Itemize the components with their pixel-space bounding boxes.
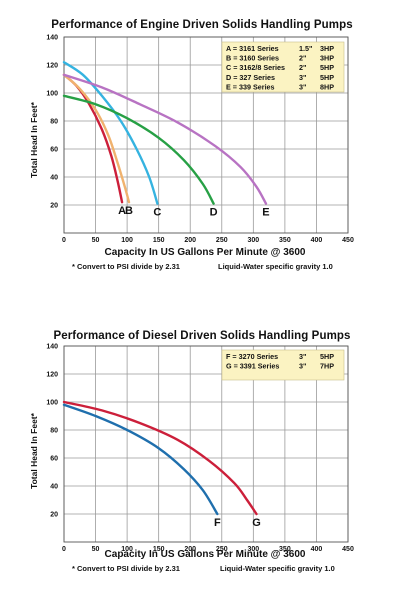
curve-label-g: G: [252, 517, 261, 529]
y-tick-label: 100: [46, 400, 58, 407]
series-line-c: [62, 61, 159, 205]
x-tick-label: 300: [247, 546, 259, 553]
legend-entry-name: F = 3270 Series: [226, 352, 278, 361]
footnote-psi: * Convert to PSI divide by 2.31: [72, 262, 180, 271]
x-tick-label: 50: [92, 546, 100, 553]
legend-entry-size: 2": [299, 54, 306, 63]
y-tick-label: 120: [46, 372, 58, 379]
x-tick-label: 50: [92, 237, 100, 244]
legend-entry-hp: 3HP: [320, 54, 334, 63]
legend-entry-name: A = 3161 Series: [226, 44, 279, 53]
x-tick-label: 350: [279, 237, 291, 244]
legend-entry-name: D = 327 Series: [226, 73, 275, 82]
curve-label-e: E: [262, 207, 269, 219]
legend-entry-name: C = 3162/8 Series: [226, 63, 285, 72]
curve-label-b: B: [125, 205, 133, 217]
x-axis-label: Capacity In US Gallons Per Minute @ 3600: [104, 549, 306, 560]
legend-entry-size: 2": [299, 63, 306, 72]
diesel-pump-chart-panel: Performance of Diesel Driven Solids Hand…: [0, 318, 404, 600]
legend-entry-size: 1.5": [299, 44, 312, 53]
legend-entry-hp: 3HP: [320, 44, 334, 53]
x-tick-label: 100: [121, 237, 133, 244]
y-tick-label: 40: [50, 484, 58, 491]
diesel-pump-chart: 0 50 100 150 200 250 300 350 400 450 20 40 60 80 100 12…: [46, 344, 354, 554]
y-tick-label: 60: [50, 456, 58, 463]
chart-title: Performance of Diesel Driven Solids Hand…: [53, 330, 351, 342]
legend-entry-hp: 5HP: [320, 63, 334, 72]
curve-label-d: D: [210, 207, 218, 219]
curve-label-f: F: [214, 517, 221, 529]
x-tick-label: 450: [342, 546, 354, 553]
x-tick-label: 0: [62, 546, 66, 553]
x-tick-label: 250: [216, 546, 228, 553]
chart-title: Performance of Engine Driven Solids Hand…: [51, 19, 353, 31]
x-tick-label: 300: [247, 237, 259, 244]
legend-box: [221, 349, 345, 381]
x-tick-label: 200: [184, 237, 196, 244]
footnote-gravity: Liquid-Water specific gravity 1.0: [220, 564, 335, 573]
series-line-d: [62, 94, 215, 205]
x-tick-label: 150: [153, 237, 165, 244]
y-tick-label: 140: [46, 35, 58, 42]
series-line-f: [62, 403, 219, 516]
legend-entry-size: 3": [299, 73, 306, 82]
legend-entry-hp: 8HP: [320, 82, 334, 91]
series-line-b: [62, 73, 131, 204]
legend-entry-hp: 7HP: [320, 362, 334, 371]
x-axis-label: Capacity In US Gallons Per Minute @ 3600: [104, 247, 306, 258]
x-tick-label: 350: [279, 546, 291, 553]
legend-entry-name: E = 339 Series: [226, 82, 275, 91]
series-line-e: [62, 73, 268, 205]
legend-entry-size: 3": [299, 82, 306, 91]
x-tick-label: 150: [153, 546, 165, 553]
legend-entry-hp: 5HP: [320, 352, 334, 361]
curve-label-c: C: [153, 207, 161, 219]
footnote-psi: * Convert to PSI divide by 2.31: [72, 564, 180, 573]
x-tick-label: 400: [311, 546, 323, 553]
footnote-gravity: Liquid-Water specific gravity 1.0: [218, 262, 333, 271]
y-tick-label: 140: [46, 344, 58, 351]
legend-entry-hp: 5HP: [320, 73, 334, 82]
curve-label-a: A: [118, 205, 126, 217]
engine-pump-chart-panel: Performance of Engine Driven Solids Hand…: [0, 0, 404, 290]
y-tick-label: 80: [50, 119, 58, 126]
y-tick-label: 80: [50, 428, 58, 435]
x-tick-label: 0: [62, 237, 66, 244]
x-tick-label: 450: [342, 237, 354, 244]
x-tick-label: 200: [184, 546, 196, 553]
legend-entry-size: 3": [299, 362, 306, 371]
series-line-g: [62, 400, 258, 516]
legend-entry-name: G = 3391 Series: [226, 362, 279, 371]
legend-entry-name: B = 3160 Series: [226, 54, 279, 63]
x-tick-label: 250: [216, 237, 228, 244]
y-tick-label: 120: [46, 63, 58, 70]
x-tick-label: 400: [311, 237, 323, 244]
engine-pump-chart: 0 50 100 150 200 250 300 350 400 450 20 40 60 80 100 12…: [46, 35, 354, 245]
y-tick-label: 40: [50, 175, 58, 182]
y-tick-label: 100: [46, 91, 58, 98]
y-tick-label: 60: [50, 147, 58, 154]
legend-box: [221, 41, 345, 93]
plot-frame: [63, 345, 349, 543]
legend-entry-size: 3": [299, 352, 306, 361]
plot-frame: [63, 36, 349, 234]
x-tick-label: 100: [121, 546, 133, 553]
y-tick-label: 20: [50, 203, 58, 210]
y-tick-label: 20: [50, 512, 58, 519]
